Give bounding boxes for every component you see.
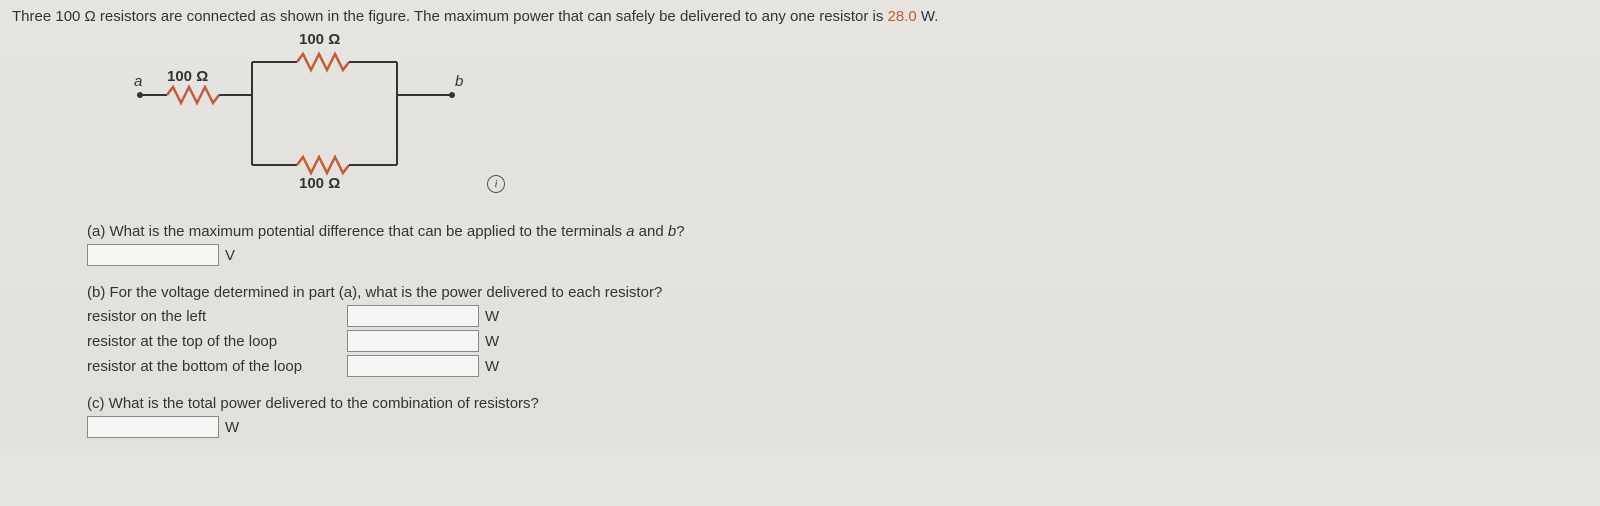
resistor-top-label: 100 Ω: [299, 31, 340, 48]
part-c-section: (c) What is the total power delivered to…: [87, 395, 1588, 438]
part-a-input[interactable]: [87, 244, 219, 266]
problem-statement: Three 100 Ω resistors are connected as s…: [12, 8, 1588, 25]
power-value: 28.0: [888, 8, 917, 25]
part-b-unit-1: W: [485, 308, 499, 325]
info-icon[interactable]: i: [487, 175, 505, 193]
part-b-row3-label: resistor at the bottom of the loop: [87, 358, 347, 375]
part-b-row2-label: resistor at the top of the loop: [87, 333, 347, 350]
terminal-b-label: b: [455, 73, 463, 90]
part-c-unit: W: [225, 419, 239, 436]
part-b-unit-2: W: [485, 333, 499, 350]
resistor-bottom-label: 100 Ω: [299, 175, 340, 192]
part-b-input-3[interactable]: [347, 355, 479, 377]
part-a-question: (a) What is the maximum potential differ…: [87, 223, 1588, 240]
terminal-a-label: a: [134, 73, 142, 90]
circuit-diagram: a b 100 Ω 100 Ω 100 Ω i: [112, 35, 512, 205]
part-b-unit-3: W: [485, 358, 499, 375]
part-c-input[interactable]: [87, 416, 219, 438]
problem-intro-prefix: Three 100 Ω resistors are connected as s…: [12, 8, 888, 25]
part-c-question: (c) What is the total power delivered to…: [87, 395, 1588, 412]
problem-intro-suffix: W.: [917, 8, 939, 25]
part-a-section: (a) What is the maximum potential differ…: [87, 223, 1588, 266]
part-b-input-1[interactable]: [347, 305, 479, 327]
resistor-left-label: 100 Ω: [167, 68, 208, 85]
part-b-input-2[interactable]: [347, 330, 479, 352]
part-a-unit: V: [225, 247, 235, 264]
part-b-question: (b) For the voltage determined in part (…: [87, 284, 1588, 301]
part-b-row1-label: resistor on the left: [87, 308, 347, 325]
part-b-section: (b) For the voltage determined in part (…: [87, 284, 1588, 377]
